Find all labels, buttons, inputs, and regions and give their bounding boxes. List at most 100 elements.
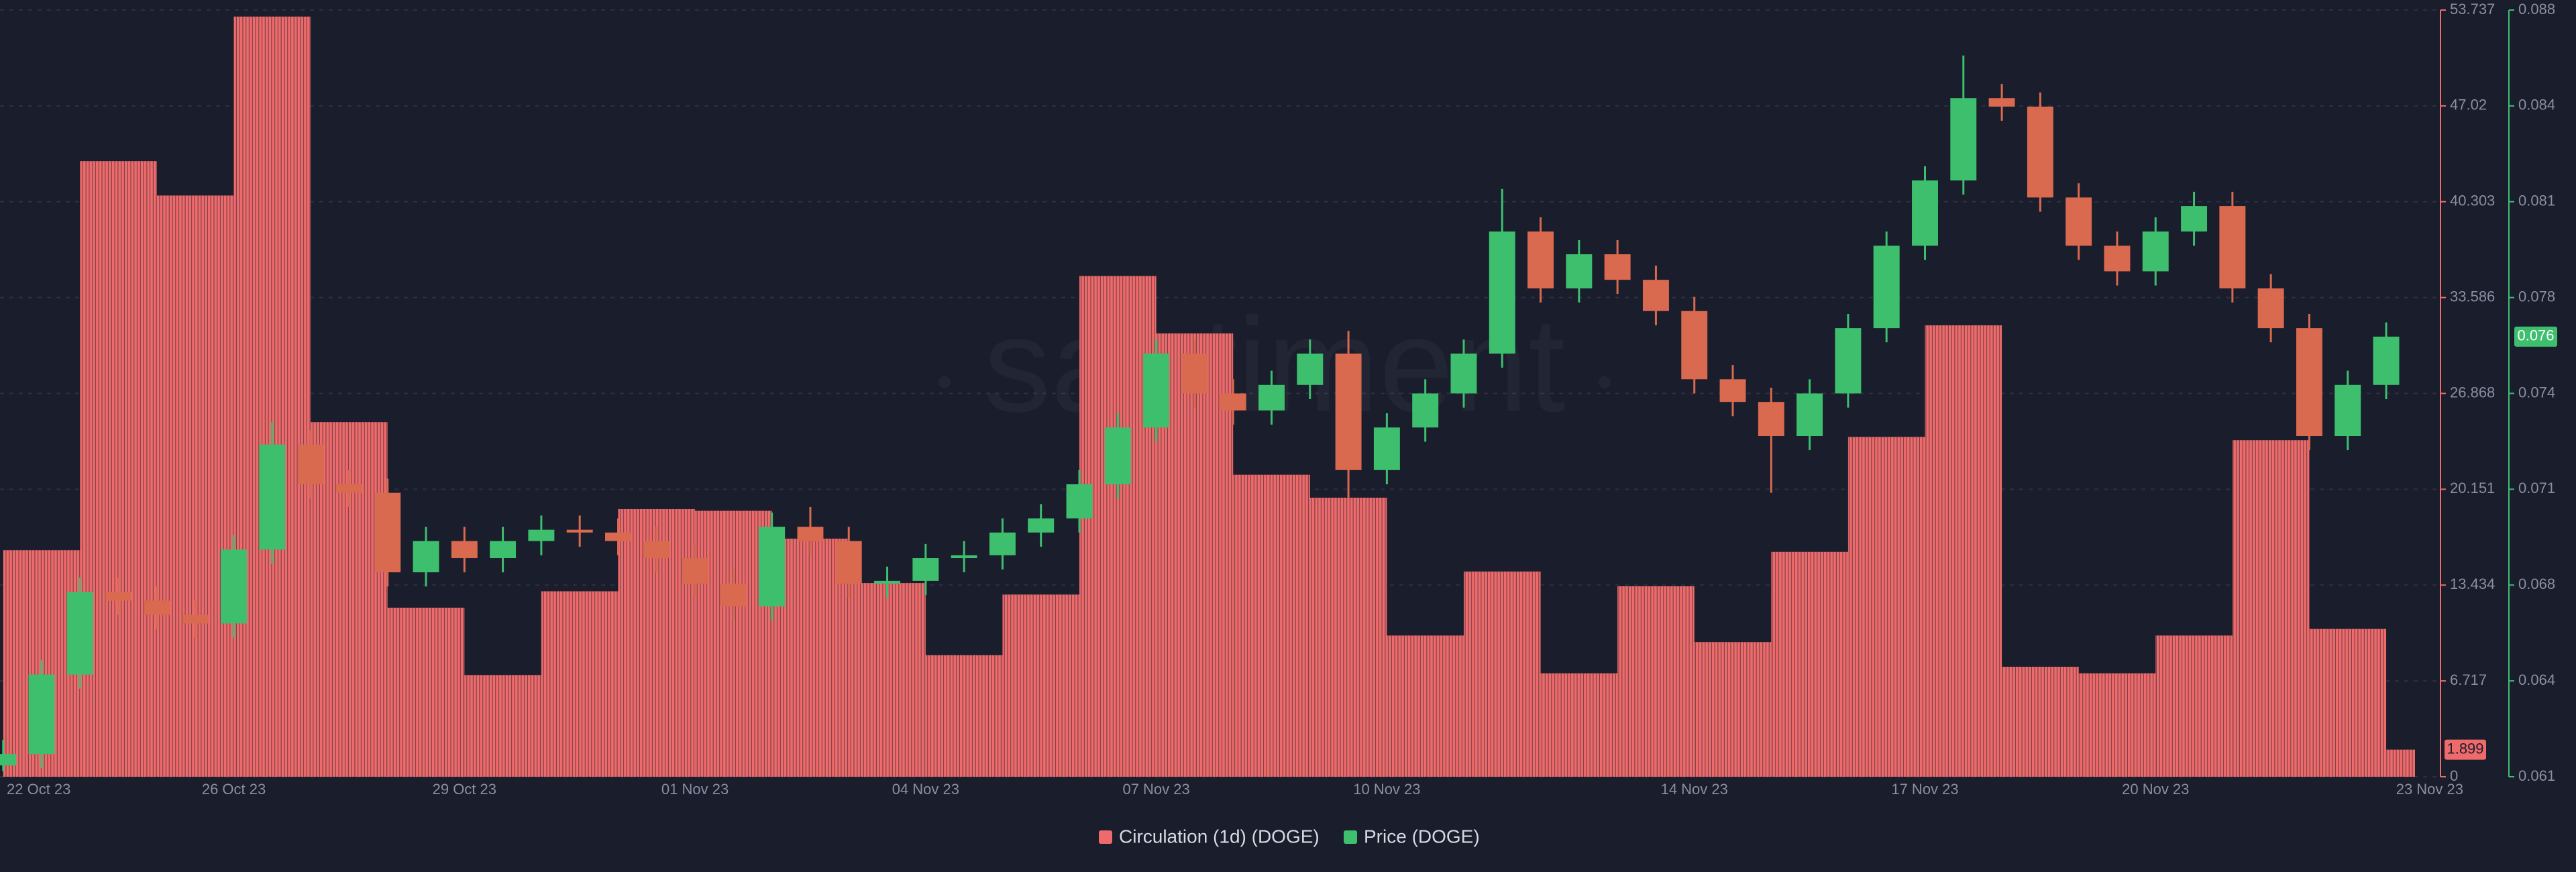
x-tick-label: 17 Nov 23 [1891,781,1958,798]
candle-body [835,541,862,584]
candle-body [335,484,362,493]
bar-stripes [1233,474,1310,777]
y2-tick-label: 0.074 [2518,384,2555,400]
bar-stripes [464,675,541,777]
candle-body [2373,336,2400,385]
candle-body [1297,353,1324,385]
candle-body [0,754,17,766]
candle-body [605,532,631,541]
candle-body [912,558,939,581]
y-tick-label: 40.303 [2450,193,2495,209]
candle-body [1719,379,1746,402]
legend-swatch [1099,830,1112,844]
candle-body [1796,393,1823,436]
y2-tick-label: 0.084 [2518,97,2555,113]
bar-stripes [2002,667,2079,777]
bar-stripes [1925,325,2002,777]
candle-body [105,592,132,601]
candle-body [720,584,747,606]
candle-body [1104,427,1131,484]
candle-body [1373,427,1400,470]
bar-stripes [1387,635,1464,777]
bar-stripes [2232,440,2310,777]
candle-body [259,444,286,550]
candle-body [1912,180,1938,246]
candle-body [951,555,977,559]
candle-body [1450,353,1477,394]
y-tick-label: 0 [2450,767,2458,784]
bar-stripes [2078,673,2156,777]
watermark-dot [1599,376,1611,388]
x-tick-label: 20 Nov 23 [2122,781,2189,798]
y-tick-label: 26.868 [2450,384,2495,400]
axes: 0 6.717 13.434 20.151 26.868 33.586 40.303 47.0… [7,1,2557,798]
x-tick-label: 23 Nov 23 [2396,781,2463,798]
x-tick-label: 29 Oct 23 [433,781,496,798]
x-tick-label: 01 Nov 23 [661,781,729,798]
candle-body [1758,402,1784,436]
y-tick-label: 47.02 [2450,97,2487,113]
bar-stripes [2386,749,2415,777]
candle-body [566,529,593,533]
last-value-box [2514,326,2557,347]
legend-label: Price (DOGE) [1364,826,1480,847]
candle-body [1642,280,1669,311]
bar-stripes [1002,594,1080,777]
bar-stripes [1771,551,1848,777]
plot [0,16,2415,777]
candle-body [144,600,170,615]
candle-body [413,541,439,573]
candle-body [2257,288,2284,329]
y2-tick-label: 0.088 [2518,1,2555,17]
last-value-box [2445,739,2486,760]
y-tick-label: 20.151 [2450,480,2495,496]
bar-stripes [541,591,619,777]
y-tick-label: 6.717 [2450,671,2487,688]
y2-tick-label: 0.078 [2518,288,2555,305]
watermark-dot [938,376,951,388]
candle-body [682,558,708,584]
bar-stripes [80,161,157,777]
x-tick-label: 10 Nov 23 [1353,781,1420,798]
candle-body [1143,353,1170,428]
candle-body [1335,353,1362,470]
bar-stripes [1463,571,1541,777]
candle-body [1412,393,1439,428]
candle-body [490,541,517,559]
y2-tick-label: 0.081 [2518,193,2555,209]
bar-stripes [156,195,234,777]
candle-body [374,492,401,573]
candle-body [1258,384,1285,411]
candle-body [1988,98,2015,107]
y2-tick-label: 0.061 [2518,767,2555,784]
legend-swatch [1344,830,1357,844]
candle-body [1681,311,1708,380]
candle-body [1950,98,1977,180]
candle-body [2219,206,2246,288]
y2-tick-label: 0.068 [2518,576,2555,592]
x-tick-label: 14 Nov 23 [1661,781,1728,798]
candle-body [2334,384,2361,436]
x-tick-label: 22 Oct 23 [7,781,70,798]
bar-stripes [1079,276,1157,777]
candle-body [759,527,786,606]
candle-body [1181,353,1208,394]
x-tick-label: 07 Nov 23 [1122,781,1189,798]
last-value-label: 1.899 [2447,740,2483,757]
candle-body [2065,197,2092,246]
bar-stripes [233,16,311,777]
candle-body [643,541,670,559]
candle-body [1835,328,1862,394]
candle-body [1604,254,1631,280]
candle-body [1873,246,1900,329]
candle-body [182,614,209,624]
bar-stripes [849,583,926,777]
candle-body [1066,484,1093,519]
candle-body [989,532,1016,555]
candle-body [2296,328,2322,436]
x-tick-label: 04 Nov 23 [892,781,959,798]
bar-stripes [1694,642,1772,777]
candle-body [1527,231,1554,288]
x-tick-label: 26 Oct 23 [202,781,266,798]
